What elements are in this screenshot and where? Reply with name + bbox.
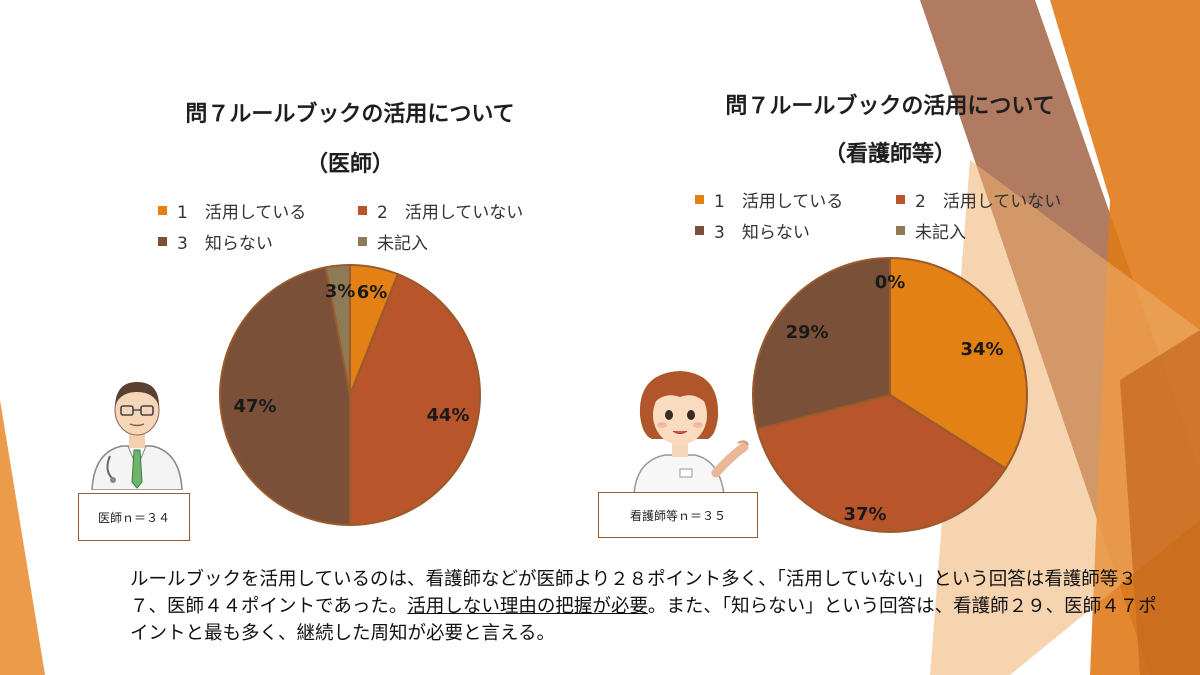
legend-label: 未記入 [377, 234, 428, 254]
legend-swatch [896, 226, 905, 235]
doctor-n-label: 医師ｎ＝３４ [78, 493, 190, 541]
caption-text: 。また、「知らない」という回答は、看護師２９、医師４７ポイントと最も多く、継続し… [130, 596, 1157, 644]
pie-data-label: 37% [843, 504, 886, 525]
legend-item: 2 活用していない [358, 198, 523, 223]
caption-underlined-text: 活用しない理由の把握が必要 [407, 596, 648, 617]
legend-label: 2 活用していない [915, 192, 1062, 212]
legend-label: 1 活用している [177, 203, 307, 223]
legend-item: 1 活用している [695, 187, 843, 212]
deco-left-orange-sliver [0, 400, 45, 675]
legend-label: 3 知らない [714, 223, 810, 243]
legend-label: 1 活用している [714, 192, 844, 212]
summary-caption: ルールブックを活用しているのは、看護師などが医師より２８ポイント多く、「活用して… [130, 566, 1170, 647]
pie-slice [218, 266, 351, 527]
nurse-chart-subtitle: （看護師等） [823, 142, 956, 167]
legend-swatch [896, 195, 905, 204]
pie-data-label: 34% [960, 339, 1003, 360]
pie-data-label: 44% [426, 405, 469, 426]
pie-slice [324, 263, 351, 396]
doctor-chart-subtitle: （医師） [305, 152, 394, 177]
doctor-chart-title: 問７ルールブックの活用について [185, 102, 515, 127]
legend-swatch [158, 237, 167, 246]
legend-label: 3 知らない [177, 234, 273, 254]
pie-data-label: 3% [325, 281, 356, 302]
nurse-pie-chart: 34% 37% 29% 0% [752, 256, 1028, 533]
pie-slice [349, 272, 481, 527]
pie-slice [756, 393, 1008, 533]
legend-label: 未記入 [915, 223, 966, 243]
legend-swatch [358, 206, 367, 215]
legend-item: 1 活用している [158, 198, 306, 223]
nurse-illustration-icon [633, 371, 749, 495]
legend-swatch [158, 206, 167, 215]
legend-label: 2 活用していない [377, 203, 524, 223]
legend-swatch [695, 195, 704, 204]
pie-data-label: 29% [785, 322, 828, 343]
legend-item: 3 知らない [695, 218, 810, 243]
deco-right-dark-wedge [1120, 330, 1200, 675]
doctor-illustration-icon [91, 382, 183, 490]
nurse-n-label: 看護師等ｎ＝３５ [598, 492, 758, 538]
doctor-pie-chart: 6% 44% 47% 3% [218, 263, 481, 527]
nurse-chart-title: 問７ルールブックの活用について [725, 94, 1055, 119]
pie-slice [752, 256, 891, 431]
legend-item: 3 知らない [158, 229, 273, 254]
pie-data-label: 6% [357, 282, 388, 303]
legend-item: 2 活用していない [896, 187, 1061, 212]
legend-item: 未記入 [896, 218, 966, 243]
legend-swatch [695, 226, 704, 235]
legend-swatch [358, 237, 367, 246]
pie-data-label: 47% [233, 396, 276, 417]
caption-text: ルールブックを活用しているのは、看護師などが医師より２８ポイント多く、「活用して… [130, 569, 1137, 617]
legend-item: 未記入 [358, 229, 428, 254]
pie-data-label: 0% [875, 272, 906, 293]
